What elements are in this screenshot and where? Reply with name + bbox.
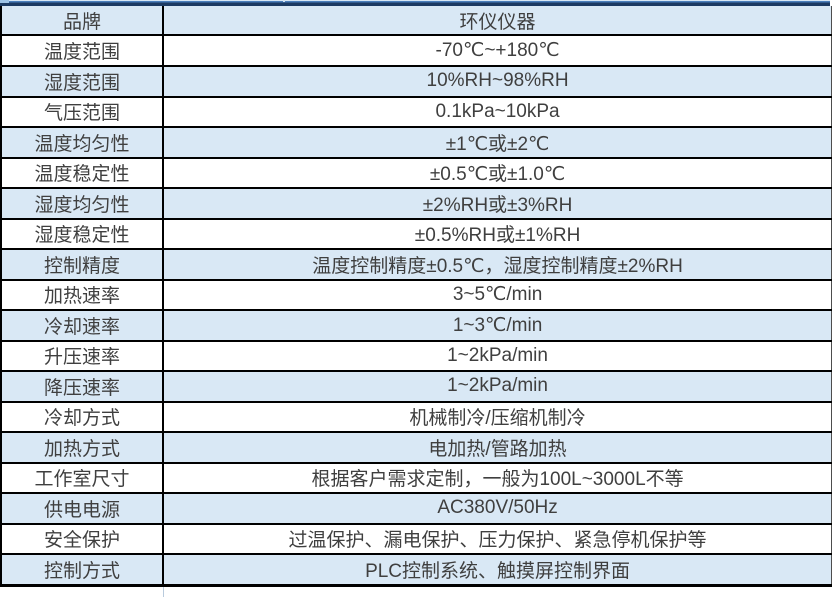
table-row: 冷却速率 1~3℃/min — [1, 310, 832, 342]
spec-value-cell: 1~3℃/min — [163, 310, 832, 342]
spec-value-cell: AC380V/50Hz — [163, 493, 832, 525]
spec-value-cell: 机械制冷/压缩机制冷 — [163, 401, 832, 434]
table-row: 控制方式 PLC控制系统、触摸屏控制界面 — [1, 554, 832, 587]
spec-value-cell: ±1℃或±2℃ — [163, 127, 832, 159]
cutoff-remnant-divider — [283, 0, 285, 2]
table-row: 气压范围 0.1kPa~10kPa — [1, 96, 832, 128]
table-row: 加热速率 3~5℃/min — [1, 279, 832, 312]
spec-label-cell: 降压速率 — [1, 371, 165, 403]
table-row: 工作室尺寸 根据客户需求定制，一般为100L~3000L不等 — [1, 462, 832, 495]
table-row: 安全保护 过温保护、漏电保护、压力保护、紧急停机保护等 — [1, 523, 832, 556]
spec-label-cell: 冷却方式 — [1, 401, 165, 434]
spec-value-cell: ±2%RH或±3%RH — [163, 188, 832, 220]
spec-label-cell: 供电电源 — [1, 493, 165, 525]
specification-table-body: 品牌 环仪仪器 温度范围 -70℃~+180℃ 湿度范围 10%RH~98%RH 气压范围 0… — [1, 6, 832, 587]
table-row: 温度范围 -70℃~+180℃ — [1, 35, 832, 67]
spec-value-cell: 根据客户需求定制，一般为100L~3000L不等 — [163, 462, 832, 495]
spec-label-cell: 温度均匀性 — [1, 127, 165, 159]
spec-label-cell: 控制精度 — [1, 249, 165, 281]
table-row: 湿度范围 10%RH~98%RH — [1, 65, 832, 98]
table-row: 降压速率 1~2kPa/min — [1, 371, 832, 403]
specification-table: 品牌 环仪仪器 温度范围 -70℃~+180℃ 湿度范围 10%RH~98%RH 气压范围 0… — [0, 6, 832, 587]
spec-label-cell: 温度范围 — [1, 35, 165, 67]
spec-label-cell: 控制方式 — [1, 554, 165, 587]
table-row: 湿度均匀性 ±2%RH或±3%RH — [1, 188, 832, 220]
spec-label-cell: 加热方式 — [1, 432, 165, 464]
spec-label-cell: 加热速率 — [1, 279, 165, 312]
spec-value-cell: 0.1kPa~10kPa — [163, 96, 832, 128]
table-row: 湿度稳定性 ±0.5%RH或±1%RH — [1, 218, 832, 251]
table-row: 冷却方式 机械制冷/压缩机制冷 — [1, 401, 832, 434]
spec-label-cell: 湿度范围 — [1, 65, 165, 98]
spec-value-cell: 过温保护、漏电保护、压力保护、紧急停机保护等 — [163, 523, 832, 556]
spec-label-cell: 气压范围 — [1, 96, 165, 128]
spec-value-cell: PLC控制系统、触摸屏控制界面 — [163, 554, 832, 587]
cutoff-remnant-left — [0, 0, 9, 3]
gridline-remnant — [163, 587, 164, 597]
spec-label-cell: 湿度稳定性 — [1, 218, 165, 251]
spec-label-cell: 工作室尺寸 — [1, 462, 165, 495]
table-row: 升压速率 1~2kPa/min — [1, 340, 832, 373]
spec-value-cell: 环仪仪器 — [163, 6, 832, 37]
spec-label-cell: 温度稳定性 — [1, 157, 165, 190]
table-row: 品牌 环仪仪器 — [1, 6, 832, 37]
cutoff-row-strip — [0, 0, 830, 6]
table-row: 控制精度 温度控制精度±0.5℃，湿度控制精度±2%RH — [1, 249, 832, 281]
spec-value-cell: -70℃~+180℃ — [163, 35, 832, 67]
spec-label-cell: 升压速率 — [1, 340, 165, 373]
spec-value-cell: 温度控制精度±0.5℃，湿度控制精度±2%RH — [163, 249, 832, 281]
spec-value-cell: 3~5℃/min — [163, 279, 832, 312]
spec-value-cell: 电加热/管路加热 — [163, 432, 832, 464]
spec-value-cell: ±0.5℃或±1.0℃ — [163, 157, 832, 190]
table-row: 供电电源 AC380V/50Hz — [1, 493, 832, 525]
spec-value-cell: 10%RH~98%RH — [163, 65, 832, 98]
spec-value-cell: 1~2kPa/min — [163, 340, 832, 373]
table-row: 温度均匀性 ±1℃或±2℃ — [1, 127, 832, 159]
spec-label-cell: 品牌 — [1, 6, 165, 37]
table-row: 温度稳定性 ±0.5℃或±1.0℃ — [1, 157, 832, 190]
spec-value-cell: 1~2kPa/min — [163, 371, 832, 403]
spec-label-cell: 冷却速率 — [1, 310, 165, 342]
spec-label-cell: 湿度均匀性 — [1, 188, 165, 220]
spec-label-cell: 安全保护 — [1, 523, 165, 556]
spec-value-cell: ±0.5%RH或±1%RH — [163, 218, 832, 251]
table-row: 加热方式 电加热/管路加热 — [1, 432, 832, 464]
